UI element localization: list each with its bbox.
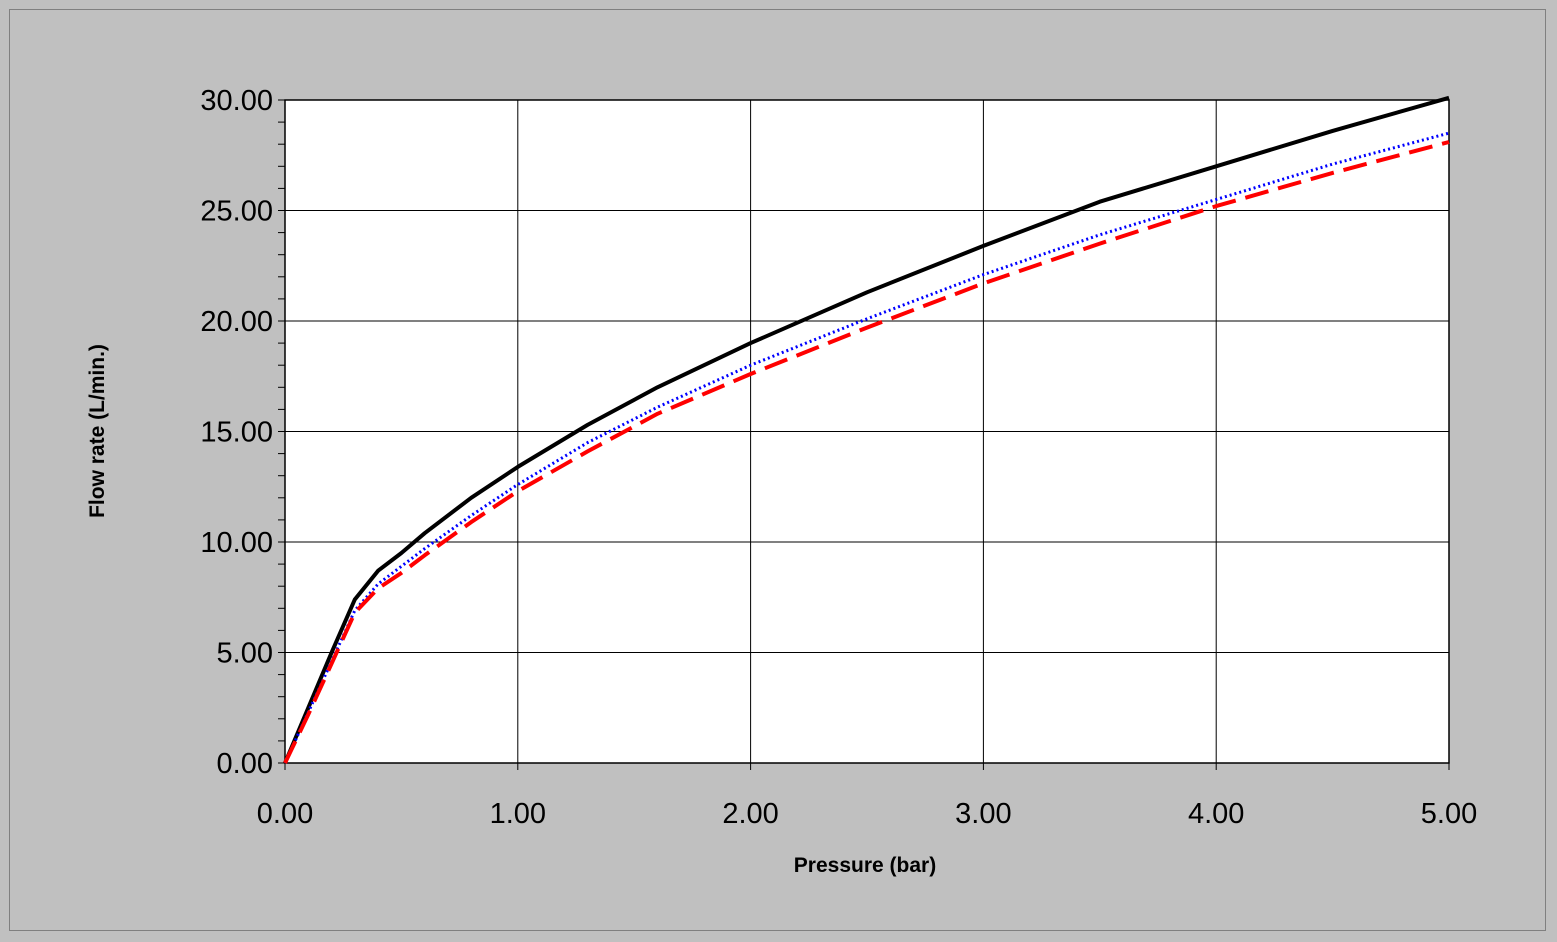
x-tick-label: 5.00 [1421, 798, 1477, 830]
series-layer [283, 95, 1450, 764]
gridlines [285, 100, 1449, 763]
y-tick-label: 5.00 [217, 638, 273, 670]
line-chart: 0.00 1.00 2.00 3.00 4.00 5.00 0.00 5.00 10.00 15… [86, 85, 1477, 877]
series-line [283, 131, 1450, 764]
x-axis-title: Pressure (bar) [794, 854, 936, 877]
x-tick-label: 0.00 [257, 798, 313, 830]
x-tick-label: 3.00 [955, 798, 1011, 830]
series-line [283, 140, 1450, 764]
x-tick-labels: 0.00 1.00 2.00 3.00 4.00 5.00 [257, 798, 1477, 830]
y-tick-label: 10.00 [200, 527, 273, 559]
chart-area: 0.00 1.00 2.00 3.00 4.00 5.00 0.00 5.00 10.00 15… [9, 9, 1546, 931]
y-tick-label: 15.00 [200, 417, 273, 449]
x-tick-label: 2.00 [722, 798, 778, 830]
minor-ticks [278, 99, 1450, 770]
y-tick-label: 0.00 [217, 748, 273, 780]
x-tick-label: 4.00 [1188, 798, 1244, 830]
x-tick-label: 1.00 [490, 798, 546, 830]
y-tick-labels: 0.00 5.00 10.00 15.00 20.00 25.00 30.00 [200, 85, 273, 780]
y-tick-label: 25.00 [200, 196, 273, 228]
series-line [283, 95, 1450, 764]
plot-border [284, 99, 1450, 764]
y-tick-label: 20.00 [200, 306, 273, 338]
y-axis-title: Flow rate (L/min.) [86, 344, 109, 518]
y-tick-label: 30.00 [200, 85, 273, 117]
